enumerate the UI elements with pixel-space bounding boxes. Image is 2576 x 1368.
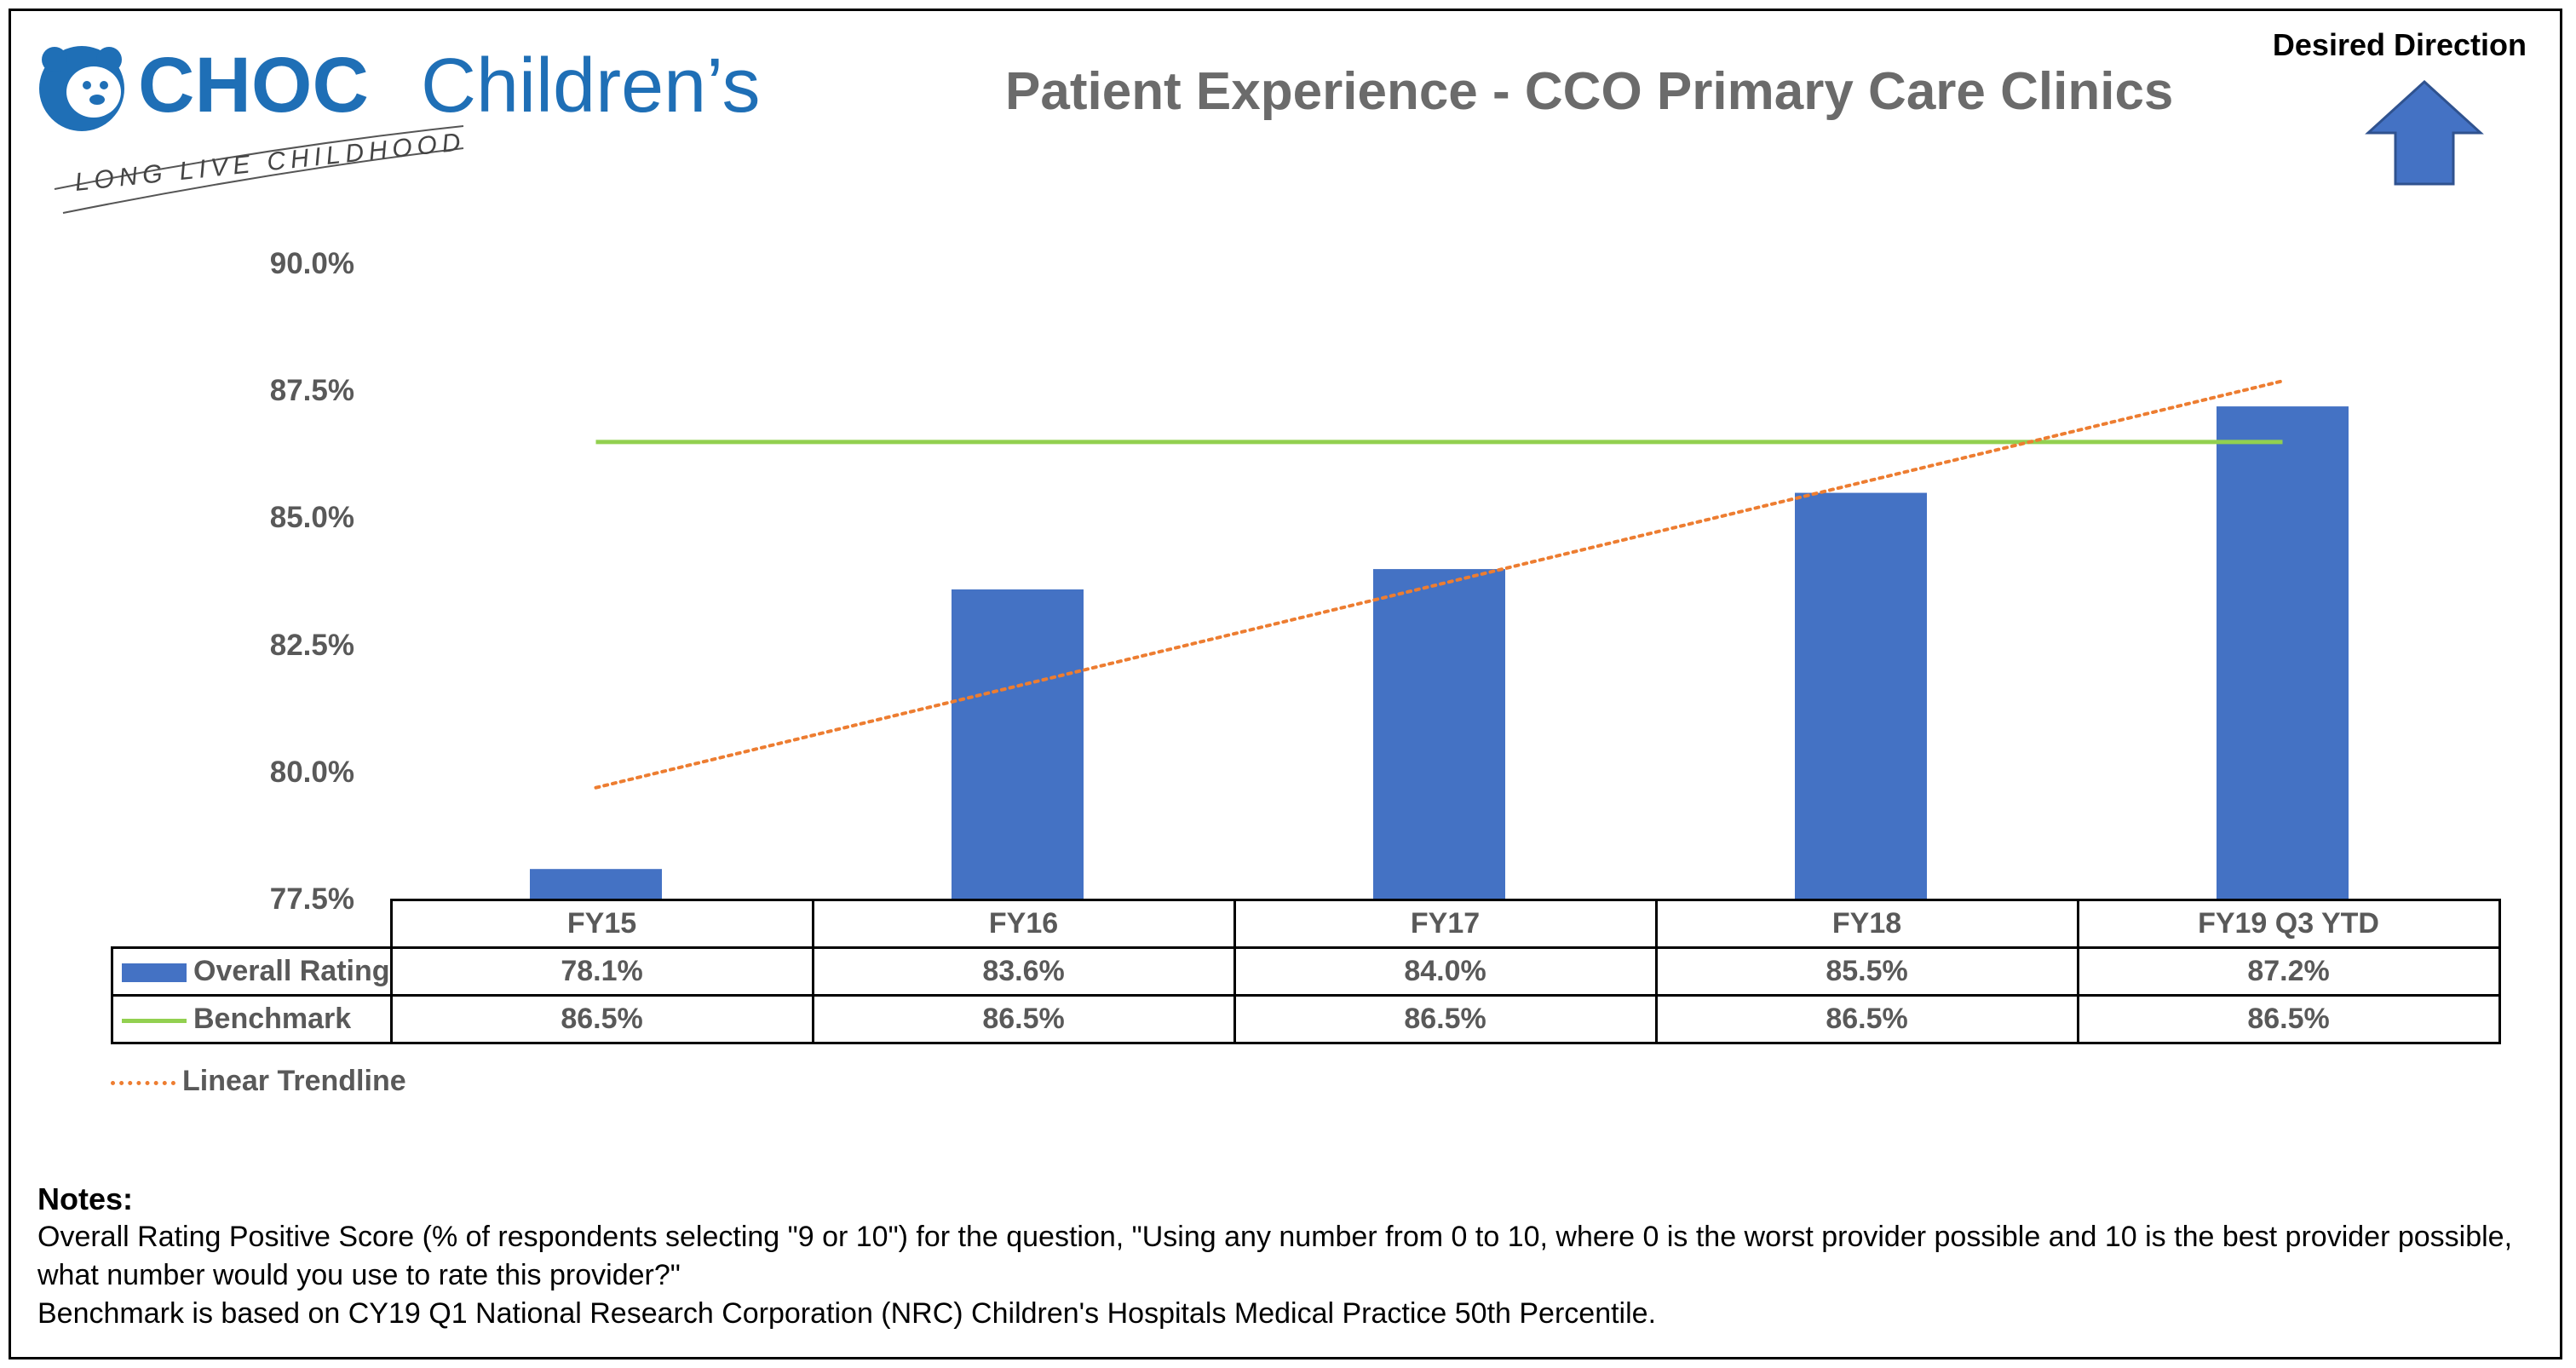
- brand-choc: CHOC: [138, 42, 369, 129]
- brand-tagline: LONG LIVE CHILDHOOD: [73, 128, 467, 197]
- chart-title: Patient Experience - CCO Primary Care Cl…: [1005, 62, 2174, 121]
- line-legend-key: [122, 1018, 187, 1023]
- category-label: FY17: [1233, 899, 1658, 949]
- notes-section: Notes: Overall Rating Positive Score (% …: [37, 1180, 2542, 1333]
- data-label: 84.0%: [1233, 946, 1658, 997]
- category-row: FY15 FY16 FY17 FY18 FY19 Q3 YTD: [112, 899, 2501, 949]
- brand-childrens: Children’s: [421, 43, 761, 129]
- category-label: FY15: [389, 899, 814, 949]
- desired-direction-label: Desired Direction: [2272, 27, 2527, 62]
- data-label: 85.5%: [1654, 946, 2079, 997]
- up-arrow-icon: [2365, 79, 2484, 186]
- data-label: 86.5%: [2076, 994, 2501, 1044]
- notes-line: Overall Rating Positive Score (% of resp…: [37, 1221, 2513, 1291]
- data-label: 86.5%: [389, 994, 814, 1044]
- legend-overall-rating: Overall Rating: [111, 946, 393, 997]
- trendline-legend-key: [111, 1080, 175, 1085]
- data-table: FY15 FY16 FY17 FY18 FY19 Q3 YTD Overall …: [111, 899, 2501, 1044]
- notes-heading: Notes:: [37, 1181, 134, 1216]
- data-label: 87.2%: [2076, 946, 2501, 997]
- bar-legend-key: [122, 963, 187, 983]
- y-tick-label: 90.0%: [269, 247, 354, 280]
- y-tick-label: 82.5%: [269, 628, 354, 662]
- data-label: 83.6%: [811, 946, 1236, 997]
- category-label: FY19 Q3 YTD: [2076, 899, 2501, 949]
- category-label: FY16: [811, 899, 1236, 949]
- bear-icon: [39, 46, 124, 131]
- overall-rating-row: Overall Rating 78.1% 83.6% 84.0% 85.5% 8…: [111, 946, 2501, 997]
- legend-label: Benchmark: [193, 1003, 352, 1035]
- y-tick-label: 87.5%: [269, 374, 354, 408]
- category-label: FY18: [1654, 899, 2079, 949]
- data-label: 86.5%: [1654, 994, 2079, 1044]
- data-label: 86.5%: [1233, 994, 1658, 1044]
- data-label: 86.5%: [811, 994, 1236, 1044]
- legend-label: Linear Trendline: [182, 1065, 406, 1097]
- legend-label: Overall Rating: [193, 955, 390, 987]
- data-label: 78.1%: [389, 946, 814, 997]
- legend-trendline: Linear Trendline: [111, 1065, 406, 1098]
- slide-frame: [9, 9, 2562, 1359]
- notes-line: Benchmark is based on CY19 Q1 National R…: [37, 1297, 1657, 1330]
- choc-logo: CHOC Children’s LONG LIVE CHILDHOOD: [39, 42, 761, 214]
- benchmark-row: Benchmark 86.5% 86.5% 86.5% 86.5% 86.5%: [111, 994, 2501, 1044]
- legend-benchmark: Benchmark: [111, 994, 393, 1044]
- y-tick-label: 80.0%: [269, 755, 354, 789]
- y-tick-label: 85.0%: [269, 501, 354, 535]
